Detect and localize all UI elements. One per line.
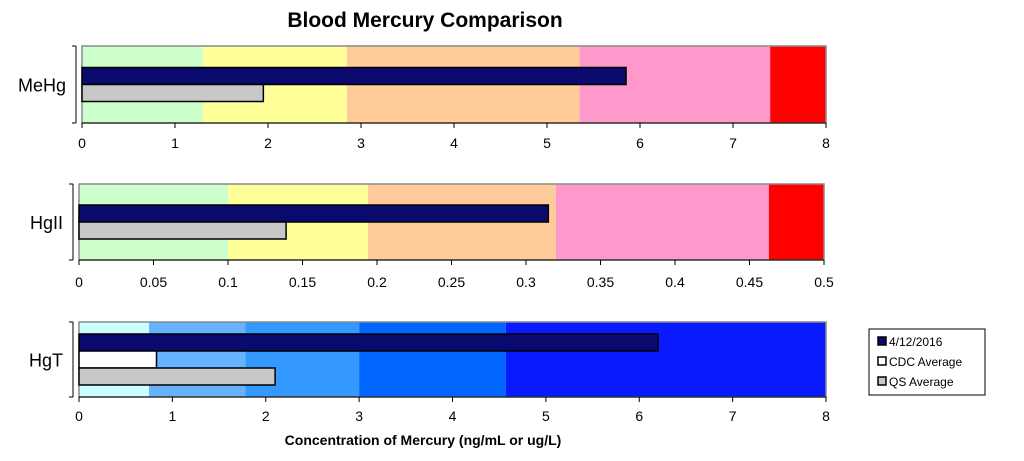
bar-qs-average xyxy=(78,367,276,386)
panel-hgt: HgT 0 1 2 3 4 5 6 7 8 xyxy=(29,321,830,424)
range-band xyxy=(555,184,769,260)
bar-4-12-2016 xyxy=(78,204,550,223)
legend-swatch xyxy=(877,356,887,366)
x-tick-label: 6 xyxy=(635,408,643,424)
bar-cdc-average xyxy=(78,350,158,369)
x-tick-label: 3 xyxy=(357,135,365,151)
x-tick-label: 1 xyxy=(171,135,179,151)
x-tick-label: 4 xyxy=(450,135,458,151)
x-tick-label: 3 xyxy=(355,408,363,424)
x-axis-label: Concentration of Mercury (ng/mL or ug/L) xyxy=(285,432,562,448)
chart-title: Blood Mercury Comparison xyxy=(287,9,562,32)
range-band xyxy=(770,46,826,123)
panel-hgii: HgII 0 0.05 0.1 0.15 0.2 0.25 0.3 0.35 0.4 0.45 0.5 xyxy=(30,183,834,290)
x-tick-label: 1 xyxy=(168,408,176,424)
category-label: HgII xyxy=(30,213,63,233)
category-label: HgT xyxy=(29,351,63,371)
legend-label: CDC Average xyxy=(889,355,962,369)
x-tick-label: 0 xyxy=(78,135,86,151)
legend: 4/12/2016 CDC Average QS Average xyxy=(868,328,986,396)
panels: MeHg 0 1 2 3 4 5 6 7 8 HgII 0 0.05 0.1 0.15 0.2 0.25 0.3 0… xyxy=(18,45,834,424)
legend-swatch xyxy=(877,336,887,346)
x-tick-label: 8 xyxy=(822,408,830,424)
x-tick-label: 0.4 xyxy=(665,274,685,290)
x-tick-label: 0.3 xyxy=(516,274,536,290)
x-tick-label: 0.1 xyxy=(218,274,238,290)
category-label: MeHg xyxy=(18,76,66,96)
x-tick-label: 0.45 xyxy=(736,274,763,290)
x-tick-label: 7 xyxy=(729,408,737,424)
legend-label: QS Average xyxy=(889,375,954,389)
legend-swatch xyxy=(877,376,887,386)
bar-4-12-2016 xyxy=(81,66,627,86)
x-tick-label: 0.05 xyxy=(140,274,167,290)
x-tick-label: 5 xyxy=(543,135,551,151)
x-tick-label: 0 xyxy=(75,408,83,424)
bar-4-12-2016 xyxy=(78,333,659,352)
panel-mehg: MeHg 0 1 2 3 4 5 6 7 8 xyxy=(18,45,830,151)
x-tick-label: 0.2 xyxy=(367,274,387,290)
legend-box xyxy=(868,328,986,396)
x-tick-label: 0.25 xyxy=(438,274,465,290)
bar-qs-average xyxy=(78,221,287,240)
x-tick-label: 2 xyxy=(264,135,272,151)
x-tick-label: 0.15 xyxy=(289,274,316,290)
x-tick-label: 4 xyxy=(449,408,457,424)
legend-label: 4/12/2016 xyxy=(889,335,943,349)
x-tick-label: 0.35 xyxy=(587,274,614,290)
x-tick-label: 6 xyxy=(636,135,644,151)
x-tick-label: 7 xyxy=(729,135,737,151)
range-band xyxy=(768,184,824,260)
x-tick-label: 0 xyxy=(75,274,83,290)
x-tick-label: 5 xyxy=(542,408,550,424)
bar-qs-average xyxy=(81,83,265,103)
x-tick-label: 2 xyxy=(262,408,270,424)
x-tick-label: 0.5 xyxy=(814,274,834,290)
x-tick-label: 8 xyxy=(822,135,830,151)
